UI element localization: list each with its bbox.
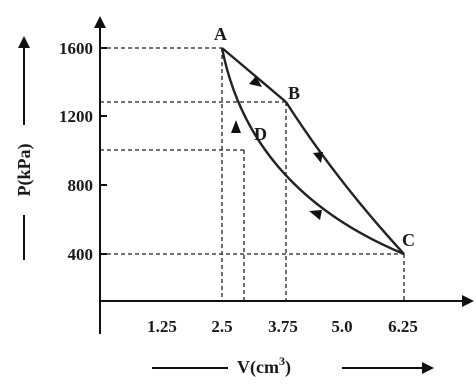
x-tick-label-3-75: 3.75	[268, 317, 298, 336]
arrow-c-d	[309, 210, 322, 220]
y-tick-label-800: 800	[68, 176, 94, 195]
point-label-c: C	[402, 230, 415, 250]
x-axis-arrow	[462, 295, 474, 307]
x-tick-label-6-25: 6.25	[388, 317, 418, 336]
curve-b-c	[284, 101, 405, 255]
point-label-d: D	[254, 124, 267, 144]
arrow-b-c	[313, 152, 323, 163]
x-title-arrow-head	[422, 362, 434, 374]
cycle-curves	[220, 47, 405, 256]
point-label-b: B	[288, 83, 300, 103]
x-axis-title-group: V(cm3)	[152, 354, 434, 378]
arrow-d-a	[231, 120, 241, 133]
guide-lines	[100, 47, 405, 301]
x-axis-title-sup: 3	[279, 354, 285, 368]
y-axis-title-front: P(kPa)	[14, 144, 35, 197]
x-tick-label-5-0: 5.0	[331, 317, 352, 336]
y-axis-arrow	[94, 16, 106, 28]
y-title-arrow-head	[18, 36, 30, 48]
y-tick-label-400: 400	[68, 245, 94, 264]
x-axis-title: V(cm3)	[237, 354, 291, 378]
curve-a-b	[221, 47, 287, 103]
x-tick-label-2-5: 2.5	[211, 317, 232, 336]
y-title-gap	[14, 125, 36, 215]
curve-c-a	[220, 47, 405, 256]
y-tick-label-1200: 1200	[59, 107, 93, 126]
axes	[94, 16, 474, 334]
y-tick-label-1600: 1600	[59, 39, 93, 58]
arrow-a-b	[249, 76, 262, 87]
x-tick-label-1-25: 1.25	[147, 317, 177, 336]
point-label-a: A	[214, 24, 227, 44]
